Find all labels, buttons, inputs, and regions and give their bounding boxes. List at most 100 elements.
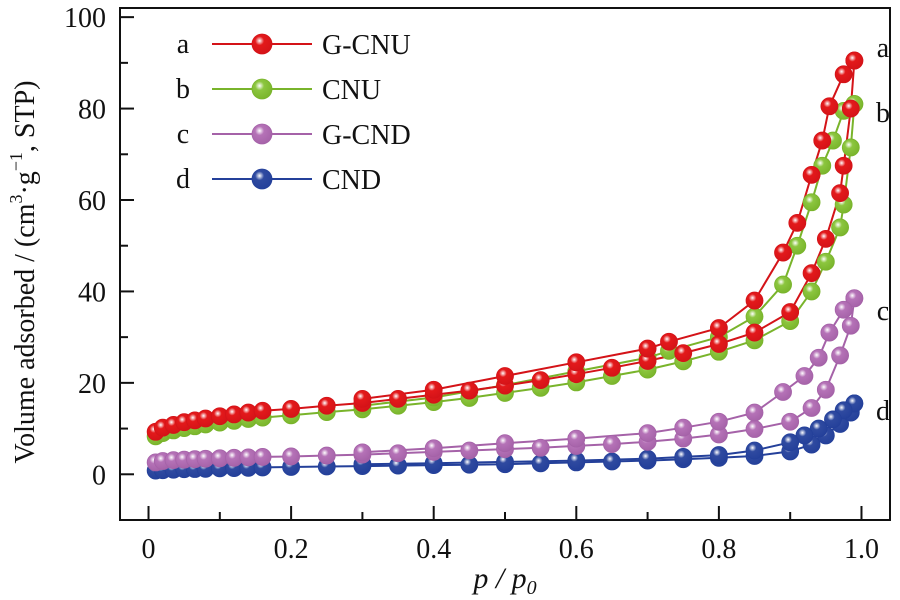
data-point-g-cnd: [353, 443, 372, 462]
data-point-cnd: [674, 448, 693, 466]
data-point-cnd: [603, 452, 621, 471]
data-point-g-cnu: [834, 65, 853, 84]
data-point-g-cnd: [820, 323, 839, 342]
data-point-cnu: [745, 307, 764, 326]
data-point-g-cnu: [531, 371, 550, 390]
data-point-cnu: [816, 252, 835, 271]
data-point-g-cnu: [567, 353, 586, 372]
data-point-g-cnd: [317, 446, 336, 465]
x-axis-label-main: p / p: [471, 562, 526, 595]
legend-marker: [251, 168, 273, 190]
x-tick-label: 0: [142, 534, 156, 565]
data-point-g-cnu: [253, 401, 272, 420]
x-tick-label: 0.8: [701, 534, 736, 565]
data-point-g-cnd: [638, 424, 657, 443]
data-point-g-cnd: [781, 412, 800, 431]
data-point-g-cnd: [709, 412, 728, 431]
series-line-g-cnu-desorption: [362, 59, 856, 400]
legend-marker: [251, 78, 273, 100]
data-point-cnd: [638, 449, 657, 468]
curve-end-letter: d: [876, 396, 890, 427]
data-point-g-cnu: [745, 323, 764, 342]
y-tick-label: 60: [78, 186, 106, 217]
curve-end-letter: a: [877, 33, 890, 64]
y-axis-label-superscript-2: −1: [6, 152, 26, 171]
x-axis-label: p / p0: [471, 562, 536, 599]
data-point-cnu: [774, 275, 792, 294]
x-tick-label: 0.2: [274, 534, 309, 565]
legend-label: CND: [322, 165, 381, 196]
y-tick-label: 80: [78, 95, 106, 126]
data-point-g-cnu: [603, 358, 621, 377]
legend-label: G-CNU: [322, 30, 411, 61]
data-point-g-cnd: [424, 439, 443, 458]
data-point-g-cnu: [660, 332, 678, 351]
data-point-g-cnu: [781, 303, 800, 321]
data-point-g-cnu: [820, 97, 839, 116]
data-point-g-cnu: [674, 344, 693, 363]
y-tick-label: 20: [78, 369, 106, 400]
data-point-cnd: [795, 426, 814, 445]
data-point-g-cnu: [774, 243, 792, 262]
data-point-cnu: [802, 282, 821, 301]
data-point-g-cnd: [389, 444, 407, 463]
data-point-g-cnd: [531, 438, 550, 457]
data-point-g-cnd: [802, 399, 821, 417]
data-point-cnd: [531, 454, 550, 473]
y-axis-label-part-1: Volume adsorbed / (cm: [10, 203, 41, 463]
data-point-g-cnu: [813, 131, 832, 150]
data-point-g-cnu: [638, 339, 657, 358]
data-point-g-cnu: [317, 396, 336, 415]
data-point-g-cnu: [424, 380, 443, 399]
data-point-g-cnd: [841, 316, 860, 335]
y-axis-label-part-3: , STP): [10, 80, 41, 152]
data-point-g-cnu: [834, 156, 853, 175]
y-axis-label-superscript-1: 3: [6, 195, 26, 204]
curve-end-letter: c: [877, 296, 889, 327]
legend-letter: b: [176, 74, 190, 105]
data-point-cnd: [745, 441, 764, 460]
legend-letter: a: [177, 29, 190, 60]
data-point-g-cnd: [834, 300, 853, 319]
data-point-g-cnu: [831, 184, 849, 203]
legend-letter: c: [177, 119, 189, 150]
data-point-g-cnd: [831, 346, 849, 365]
data-point-g-cnu: [802, 165, 821, 184]
data-point-g-cnu: [816, 229, 835, 248]
data-point-g-cnu: [460, 381, 479, 400]
y-tick-label: 100: [64, 3, 106, 34]
data-point-g-cnu: [709, 319, 728, 337]
data-point-g-cnd: [282, 447, 301, 466]
data-point-g-cnd: [603, 435, 621, 454]
y-axis-label: Volume adsorbed / (cm3·g−1, STP): [6, 80, 41, 463]
data-point-cnd: [709, 446, 728, 464]
data-point-g-cnu: [841, 99, 860, 118]
data-point-cnd: [809, 419, 828, 438]
data-point-g-cnd: [496, 434, 514, 453]
legend-label: CNU: [322, 75, 381, 106]
data-point-g-cnd: [745, 403, 764, 422]
y-axis-label-part-2: ·g: [10, 171, 41, 194]
data-point-g-cnd: [253, 448, 272, 466]
data-point-g-cnd: [745, 420, 764, 438]
x-tick-label: 0.6: [559, 534, 594, 565]
data-point-g-cnd: [674, 418, 693, 437]
x-tick-label: 1.0: [844, 534, 879, 565]
data-point-g-cnu: [802, 264, 821, 283]
data-point-cnd: [824, 410, 842, 429]
data-point-g-cnd: [567, 429, 586, 448]
data-point-g-cnu: [282, 400, 301, 418]
y-tick-label: 40: [78, 277, 106, 308]
data-point-cnd: [781, 433, 800, 452]
x-axis-label-subscript: 0: [527, 577, 537, 599]
data-point-g-cnd: [845, 289, 864, 308]
legend-label: G-CND: [322, 120, 411, 151]
legend-marker: [251, 33, 273, 55]
data-point-cnu: [841, 138, 860, 157]
data-point-g-cnu: [745, 291, 764, 310]
data-point-g-cnd: [460, 441, 479, 460]
x-tick-label: 0.4: [416, 534, 451, 565]
data-point-cnu: [831, 218, 849, 237]
data-point-cnu: [788, 236, 807, 255]
data-point-cnu: [802, 193, 821, 212]
